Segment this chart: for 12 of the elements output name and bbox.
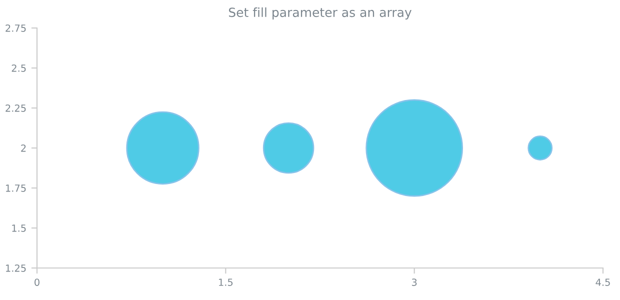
y-tick-label: 2.75 [6, 24, 26, 32]
y-tick-label: 2 [21, 144, 26, 152]
x-tick-label: 0 [34, 278, 40, 286]
y-tick-label: 2.25 [6, 104, 26, 112]
x-tick-label: 3 [412, 278, 417, 286]
x-tick-label: 1.5 [219, 278, 233, 286]
y-tick-label: 1.75 [6, 184, 26, 192]
chart-title: Set fill parameter as an array [228, 7, 412, 20]
x-tick-label: 4.5 [596, 278, 610, 286]
y-tick-label: 2.5 [12, 64, 26, 72]
y-tick-label: 1.25 [6, 264, 26, 272]
y-tick-label: 1.5 [12, 224, 26, 232]
